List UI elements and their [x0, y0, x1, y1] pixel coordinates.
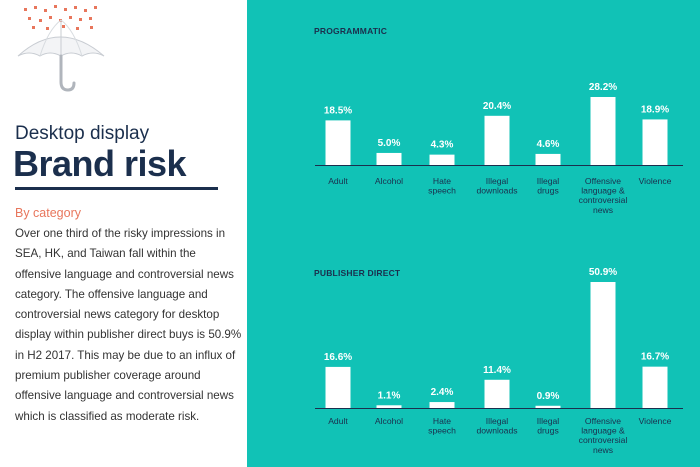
right-panel: PROGRAMMATIC 18.5% Adult 5.0% Alcohol 4.3% Ha… [247, 0, 700, 467]
value-label-6: 18.9% [641, 104, 669, 115]
category-label-6: Violence [639, 416, 672, 426]
bar-publisher-direct-3 [484, 379, 510, 408]
title-small: Desktop display [15, 123, 150, 144]
value-label-5: 28.2% [589, 82, 617, 93]
bar-programmatic-3 [484, 115, 510, 165]
title-big: Brand risk [13, 143, 187, 184]
value-label-6: 16.7% [641, 352, 669, 363]
left-panel: Desktop display Brand risk By category O… [0, 0, 247, 467]
category-label-4: Illegal drugs [537, 176, 560, 196]
value-label-4: 4.6% [537, 139, 560, 150]
category-label-3: Illegal downloads [476, 416, 517, 436]
bar-publisher-direct-4 [535, 405, 561, 408]
category-label-4: Illegal drugs [537, 416, 560, 436]
value-label-0: 18.5% [324, 105, 352, 116]
chart-title-publisher-direct: PUBLISHER DIRECT [314, 268, 401, 278]
bar-publisher-direct-1 [376, 405, 402, 408]
value-label-3: 11.4% [483, 365, 511, 376]
bar-programmatic-2 [429, 154, 455, 165]
bar-publisher-direct-0 [325, 366, 351, 408]
chart-title-programmatic: PROGRAMMATIC [314, 26, 388, 36]
bar-programmatic-4 [535, 153, 561, 165]
bar-programmatic-0 [325, 120, 351, 165]
body-paragraph: Over one third of the risky impressions … [15, 227, 242, 423]
category-label-0: Adult [328, 176, 348, 186]
chart-programmatic: 18.5% Adult 5.0% Alcohol 4.3% Hate speech 20.4%… [315, 82, 683, 215]
title-divider [15, 187, 218, 190]
value-label-4: 0.9% [537, 391, 560, 402]
value-label-5: 50.9% [589, 267, 617, 278]
category-label-2: Hate speech [428, 176, 456, 196]
category-label-0: Adult [328, 416, 348, 426]
category-label-6: Violence [639, 176, 672, 186]
value-label-2: 4.3% [431, 140, 454, 151]
category-label-2: Hate speech [428, 416, 456, 436]
category-heading: By category [15, 206, 82, 220]
value-label-0: 16.6% [324, 352, 352, 363]
chart-publisher-direct: 16.6% Adult 1.1% Alcohol 2.4% Hate speech 11.4%… [315, 267, 683, 455]
value-label-1: 1.1% [378, 390, 401, 401]
category-label-5: Offensive language & controversial news [579, 176, 628, 215]
bar-programmatic-5 [590, 97, 616, 165]
category-label-3: Illegal downloads [476, 176, 517, 196]
bar-programmatic-6 [642, 119, 668, 165]
bar-publisher-direct-2 [429, 402, 455, 408]
value-label-3: 20.4% [483, 101, 511, 112]
value-label-1: 5.0% [378, 138, 401, 149]
umbrella-icon [17, 5, 105, 92]
bar-publisher-direct-6 [642, 366, 668, 408]
category-label-1: Alcohol [375, 176, 403, 186]
value-label-2: 2.4% [431, 387, 454, 398]
bar-programmatic-1 [376, 152, 402, 165]
category-label-5: Offensive language & controversial news [579, 416, 628, 455]
category-label-1: Alcohol [375, 416, 403, 426]
bar-publisher-direct-5 [590, 282, 616, 408]
